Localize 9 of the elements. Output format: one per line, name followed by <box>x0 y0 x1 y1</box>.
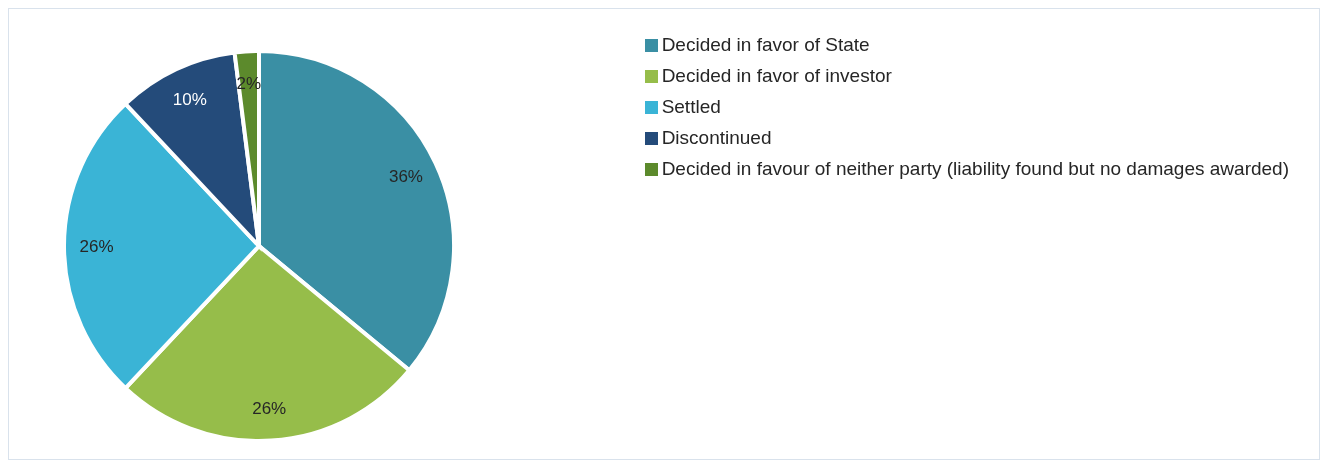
legend-label: Discontinued <box>661 127 772 148</box>
data-label: 10% <box>172 89 207 109</box>
legend-label: Decided in favor of investor <box>661 65 892 86</box>
legend-label: Decided in favor of State <box>661 34 870 55</box>
data-label: 36% <box>388 167 423 187</box>
legend-label: Settled <box>661 96 721 117</box>
legend-label: Decided in favour of neither party (liability found but no damages awarded) <box>661 158 1289 179</box>
data-label: 26% <box>79 236 114 256</box>
data-label: 26% <box>252 398 287 418</box>
